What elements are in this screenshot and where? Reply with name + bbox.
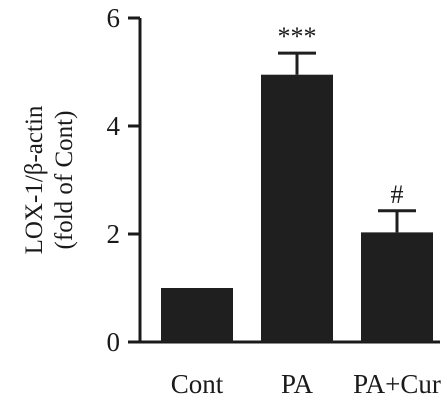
- x-category-label-1: PA: [281, 369, 314, 399]
- bar-2: [361, 232, 433, 342]
- y-tick-label: 4: [107, 111, 121, 141]
- y-tick-label: 2: [107, 219, 121, 249]
- x-axis-categories: Cont PA PA+Cur: [171, 369, 441, 399]
- bar-0: [161, 288, 233, 342]
- bar-1: [261, 74, 333, 342]
- y-axis-ticks: 0 2 4 6: [107, 3, 140, 357]
- x-category-label-2: PA+Cur: [353, 369, 441, 399]
- significance-label-2: #: [391, 180, 404, 209]
- y-tick-label: 6: [107, 3, 121, 33]
- significance-labels: *** #: [278, 22, 404, 209]
- error-bars: [278, 51, 416, 233]
- y-axis-title: LOX-1/β-actin (fold of Cont): [21, 105, 78, 254]
- y-axis-title-line2: (fold of Cont): [51, 111, 78, 250]
- bars: [161, 74, 433, 342]
- y-tick-label: 0: [107, 327, 121, 357]
- y-axis-title-line1: LOX-1/β-actin: [21, 105, 48, 254]
- x-category-label-0: Cont: [171, 369, 224, 399]
- significance-label-1: ***: [278, 22, 317, 51]
